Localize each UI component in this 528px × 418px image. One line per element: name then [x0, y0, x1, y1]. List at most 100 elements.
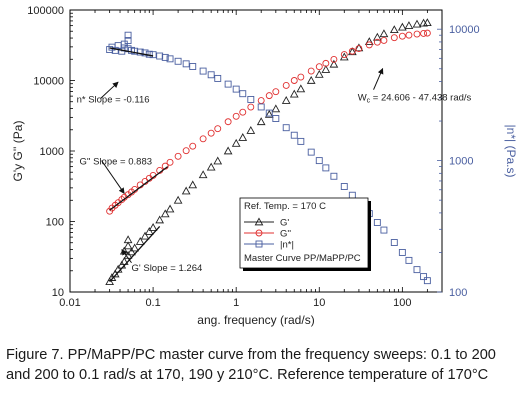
- data-point: [123, 235, 133, 244]
- data-point: [239, 108, 247, 116]
- data-point: [161, 53, 169, 61]
- data-point: [380, 36, 388, 44]
- data-point: [130, 243, 140, 252]
- y-right-axis-label: |n*| (Pa.s): [504, 125, 518, 178]
- chart-legend: Ref. Temp. = 170 C G'G''|n*| Master Curve …: [239, 197, 371, 271]
- data-point: [423, 18, 432, 27]
- data-point: [413, 30, 421, 38]
- data-point: [290, 77, 298, 84]
- data-point: [355, 45, 363, 52]
- y-left-tick-label: 1000: [40, 146, 64, 158]
- data-point: [198, 170, 208, 179]
- y-right-tick-label: 1000: [449, 156, 473, 168]
- data-point: [149, 51, 157, 59]
- fit-line: [109, 47, 154, 57]
- data-point: [397, 22, 407, 31]
- data-point: [423, 277, 431, 285]
- data-point: [247, 103, 255, 111]
- data-point: [173, 195, 183, 204]
- y-right-tick-label: 10000: [449, 24, 480, 36]
- data-point: [307, 148, 315, 156]
- data-point: [174, 57, 182, 65]
- y-left-tick-label: 100000: [27, 5, 64, 17]
- data-point: [160, 209, 170, 218]
- data-point: [264, 109, 274, 118]
- data-point: [265, 92, 273, 100]
- data-point: [398, 248, 406, 256]
- y-left-axis-label: G'y G'' (Pa): [11, 121, 25, 182]
- y-left-tick-label: 100: [46, 217, 64, 229]
- annotation-arrow: [121, 249, 132, 264]
- data-point: [232, 85, 240, 93]
- data-point: [347, 47, 357, 56]
- data-point: [405, 256, 413, 264]
- x-tick-label: 100: [393, 297, 411, 309]
- data-point: [413, 266, 421, 274]
- data-point: [105, 277, 115, 286]
- data-point: [124, 31, 132, 39]
- data-point: [238, 133, 248, 141]
- data-point: [207, 129, 215, 137]
- data-point: [213, 156, 223, 165]
- data-point: [123, 241, 133, 250]
- data-point: [182, 147, 190, 155]
- data-point: [135, 236, 145, 245]
- data-point: [389, 25, 399, 34]
- data-point: [373, 38, 381, 46]
- fit-line: [109, 166, 169, 211]
- x-axis-label: ang. frequency (rad/s): [197, 313, 314, 327]
- data-point: [166, 55, 174, 63]
- data-point: [214, 74, 222, 82]
- data-point: [314, 69, 324, 78]
- data-point: [188, 180, 198, 189]
- legend-entry-label: G': [280, 218, 289, 229]
- data-point: [281, 95, 291, 104]
- data-point: [206, 162, 216, 171]
- data-point: [306, 75, 316, 84]
- data-point: [182, 60, 190, 68]
- annotation-arrow: [101, 160, 125, 194]
- legend-entry-label: G'': [280, 229, 291, 240]
- y-left-tick-label: 10000: [33, 76, 64, 88]
- data-point: [348, 191, 356, 199]
- data-point: [330, 172, 338, 180]
- legend-footer: Master Curve PP/MaPP/PC: [244, 253, 361, 264]
- data-point: [365, 41, 373, 49]
- y-right-tick-label: 100: [449, 287, 467, 299]
- legend-marker: [254, 217, 264, 226]
- annotation-label: G'' Slope = 0.883: [79, 157, 152, 168]
- data-point: [224, 80, 232, 88]
- data-point: [390, 239, 398, 246]
- data-point: [141, 49, 149, 57]
- data-point: [297, 73, 305, 81]
- series-complex-viscosity: [106, 31, 431, 285]
- data-point: [124, 37, 132, 44]
- data-point: [174, 152, 182, 160]
- data-point: [379, 29, 389, 38]
- data-point: [247, 95, 255, 103]
- x-tick-label: 1: [233, 297, 239, 309]
- legend-marker: [255, 229, 263, 237]
- data-point: [144, 227, 154, 235]
- data-point: [232, 112, 240, 120]
- data-point: [156, 52, 164, 60]
- data-point: [166, 158, 174, 166]
- data-point: [120, 40, 128, 48]
- data-point: [321, 65, 331, 73]
- annotation-label: n* Slope = -0.116: [77, 94, 150, 105]
- data-point: [398, 32, 406, 40]
- data-point: [420, 273, 428, 281]
- data-point: [412, 19, 422, 28]
- data-point: [282, 82, 290, 89]
- data-point: [271, 104, 281, 113]
- data-point: [297, 137, 305, 145]
- data-point: [214, 125, 222, 133]
- data-point: [265, 109, 273, 117]
- data-point: [189, 63, 197, 70]
- data-point: [354, 43, 364, 52]
- data-point: [380, 226, 388, 234]
- figure-caption: Figure 7. PP/MaPP/PC master curve from t…: [6, 347, 496, 383]
- data-point: [181, 186, 191, 195]
- data-point: [246, 126, 256, 134]
- annotation-label: Wc = 24.606 - 47.438 rad/s: [358, 93, 472, 105]
